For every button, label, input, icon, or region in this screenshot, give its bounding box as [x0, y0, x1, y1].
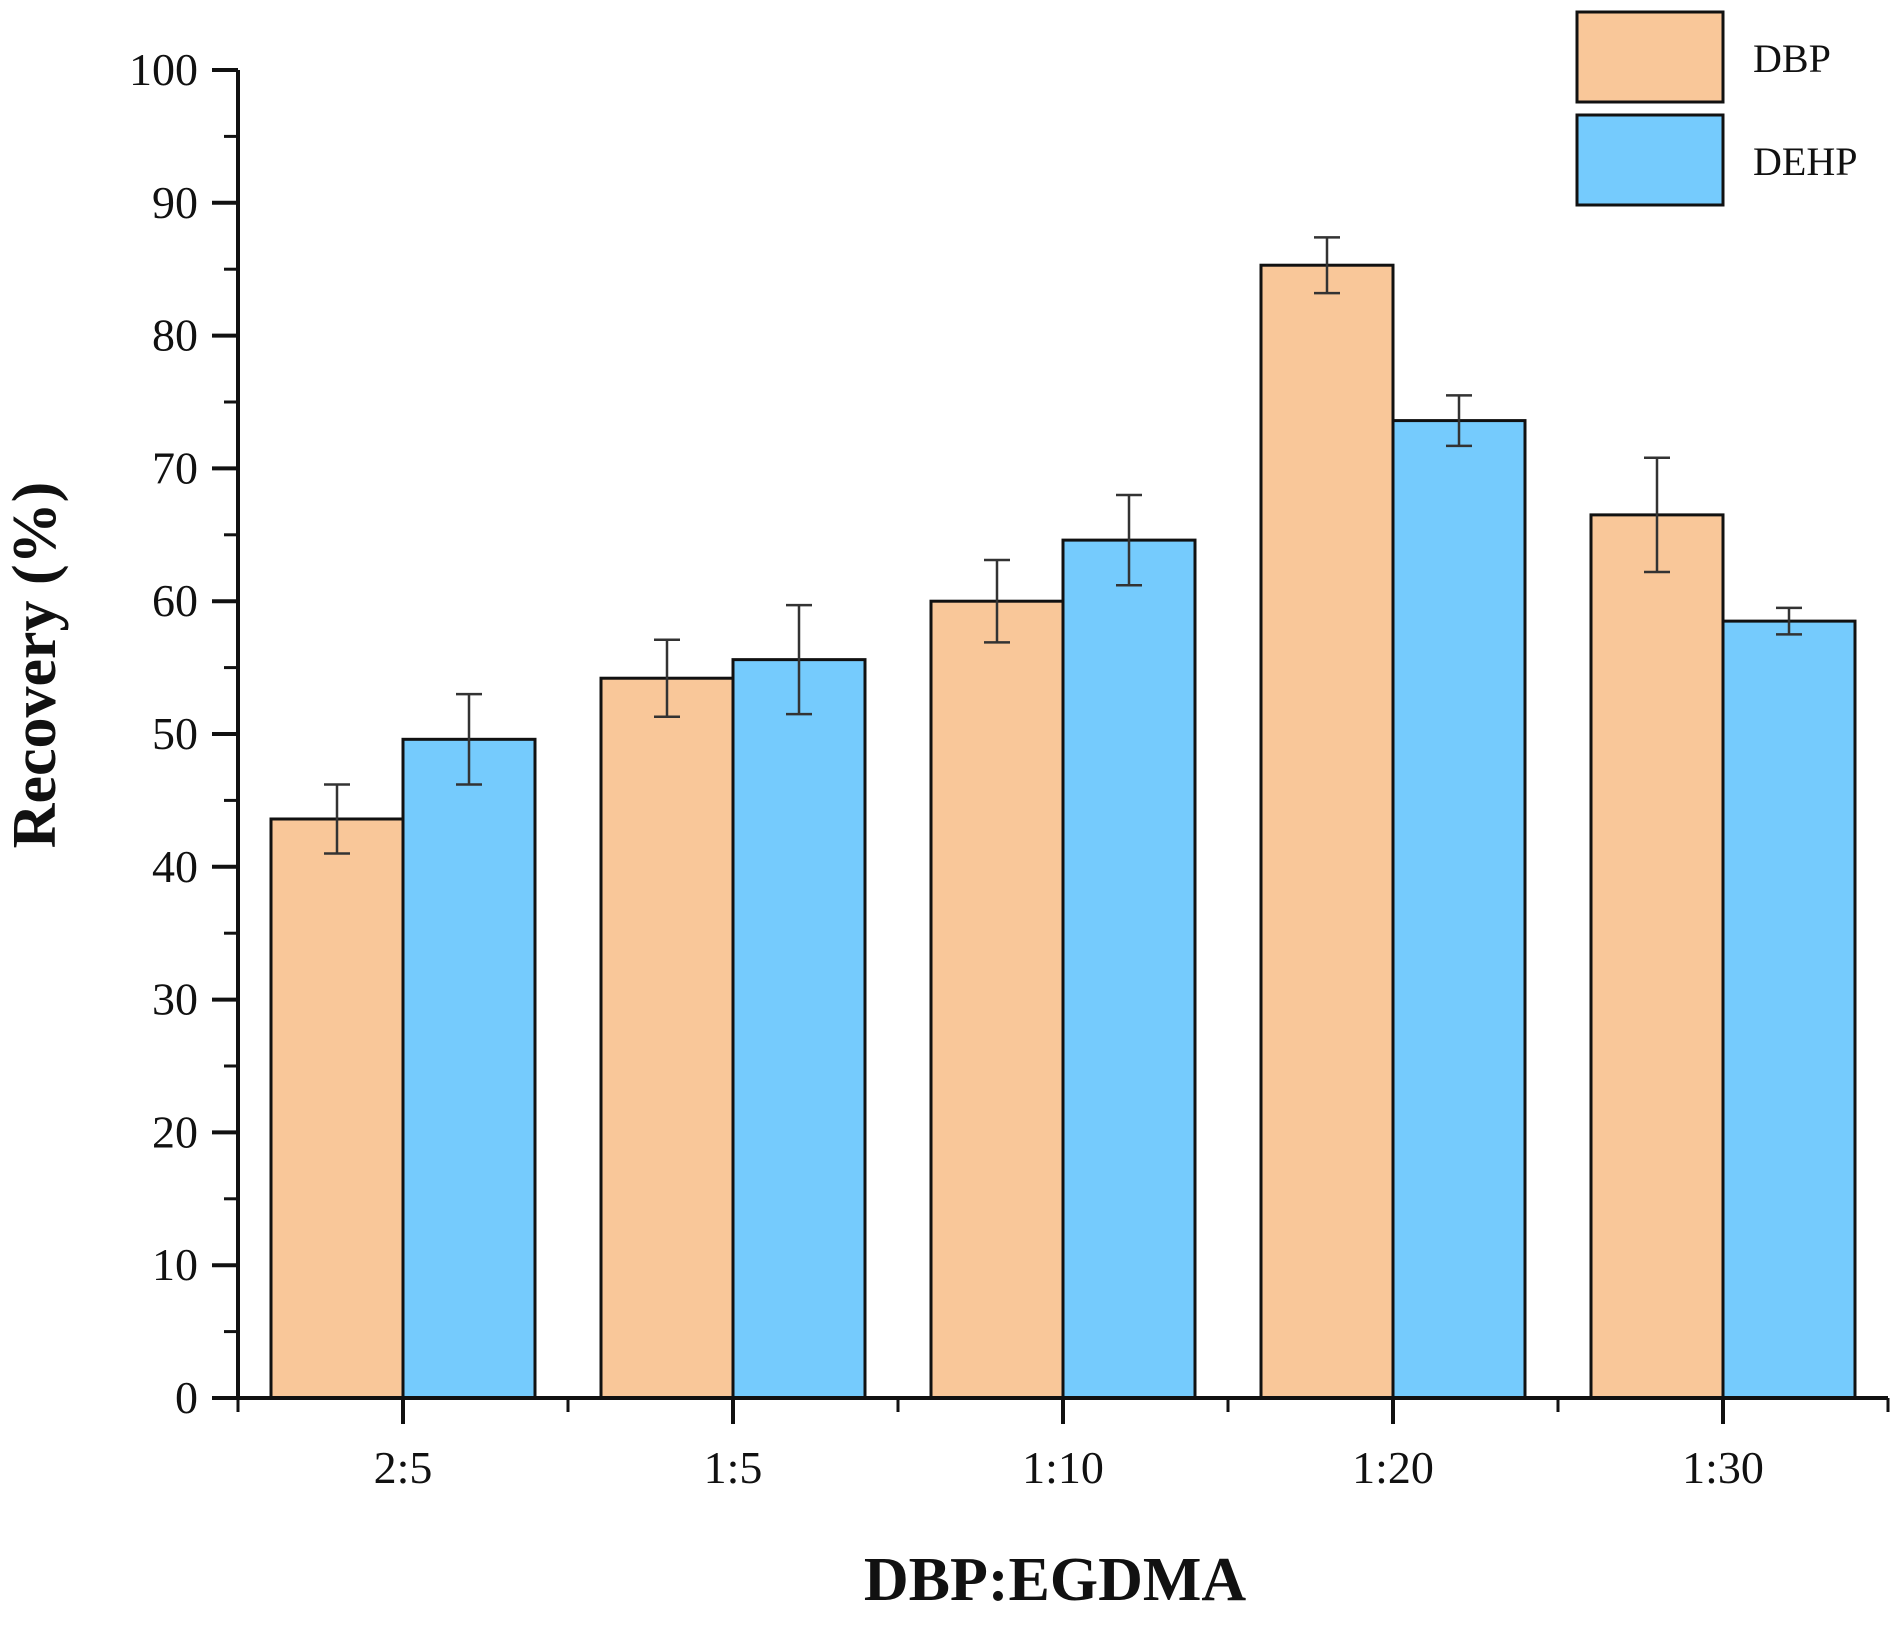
error-bar-dbp-2:5: [324, 783, 350, 855]
x-axis-ticks: 2:5 1:5 1:10 1:20 1:30: [236, 1398, 1890, 1493]
y-tick-label: 50: [152, 708, 198, 759]
y-tick-label: 20: [152, 1106, 198, 1157]
y-tick-label: 70: [152, 442, 198, 493]
y-tick-label: 60: [152, 575, 198, 626]
error-bar-dbp-1:10: [984, 558, 1010, 644]
y-tick-label: 90: [152, 177, 198, 228]
y-tick-label: 40: [152, 841, 198, 892]
x-axis-title: DBP:EGDMA: [864, 1546, 1247, 1614]
x-tick-label: 1:5: [704, 1442, 763, 1493]
y-axis-ticks: 0 10 20 30 40 50 60 70 80 90 100: [129, 44, 238, 1423]
y-axis-title: Recovery (%): [1, 482, 69, 849]
bar-dbp-1:30: [1589, 513, 1725, 1400]
error-bar-dehp-1:30: [1776, 606, 1802, 636]
legend-label-dehp: DEHP: [1753, 139, 1857, 184]
x-tick-label: 1:20: [1352, 1442, 1434, 1493]
error-bars-group: [324, 236, 1802, 855]
error-bar-dehp-1:5: [786, 603, 812, 716]
error-bar-dbp-1:20: [1314, 236, 1340, 295]
x-tick-label: 1:10: [1022, 1442, 1104, 1493]
legend: DBP DEHP: [1575, 10, 1857, 207]
bar-dehp-1:5: [731, 658, 867, 1400]
bar-dehp-1:30: [1721, 619, 1857, 1400]
bar-dbp-2:5: [269, 817, 405, 1400]
bar-dbp-1:20: [1259, 263, 1395, 1400]
error-bar-dehp-2:5: [456, 692, 482, 786]
error-bar-dbp-1:5: [654, 638, 680, 718]
error-bar-dehp-1:20: [1446, 394, 1472, 448]
legend-swatch-dehp: [1575, 113, 1725, 207]
bar-dbp-1:10: [929, 599, 1065, 1400]
x-tick-label: 2:5: [374, 1442, 433, 1493]
bar-dehp-2:5: [401, 737, 537, 1400]
y-tick-label: 10: [152, 1239, 198, 1290]
error-bar-dbp-1:30: [1644, 456, 1670, 574]
y-tick-label: 100: [129, 44, 198, 95]
legend-swatch-dbp: [1575, 10, 1725, 104]
y-tick-label: 0: [175, 1372, 198, 1423]
x-tick-label: 1:30: [1682, 1442, 1764, 1493]
bar-dehp-1:20: [1391, 419, 1527, 1400]
bar-dbp-1:5: [599, 676, 735, 1400]
bars-group: [269, 263, 1857, 1400]
error-bar-dehp-1:10: [1116, 493, 1142, 587]
legend-label-dbp: DBP: [1753, 36, 1831, 81]
bar-dehp-1:10: [1061, 538, 1197, 1400]
y-tick-label: 80: [152, 310, 198, 361]
y-tick-label: 30: [152, 974, 198, 1025]
